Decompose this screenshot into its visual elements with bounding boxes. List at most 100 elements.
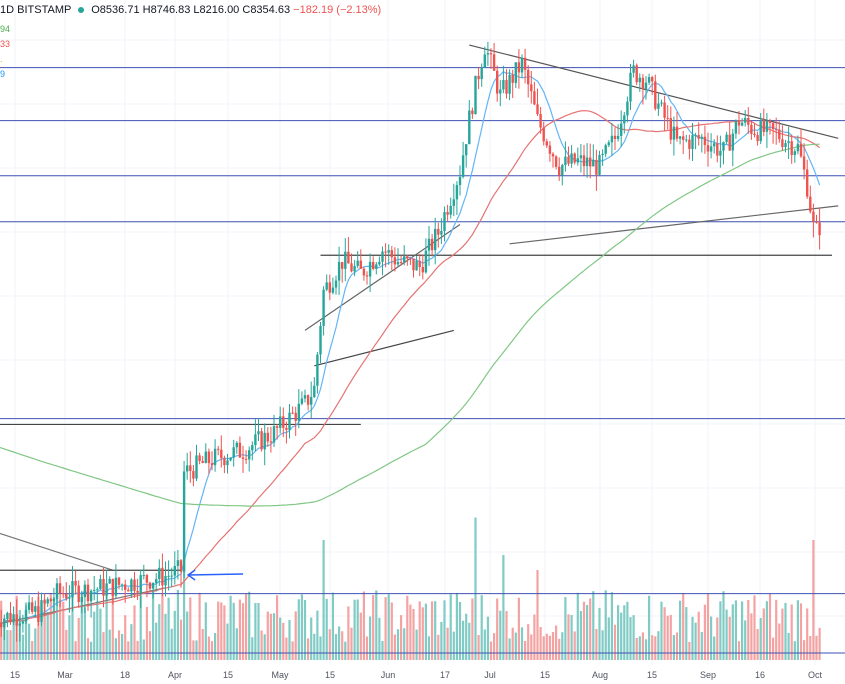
candle-body: [223, 458, 226, 466]
candle-body: [328, 282, 331, 293]
candle-body: [598, 155, 601, 175]
candle-body: [31, 602, 34, 612]
candle-body: [89, 590, 93, 602]
volume-bar: [505, 611, 508, 660]
candle-body: [660, 102, 663, 104]
candle-body: [815, 221, 818, 223]
volume-bar: [756, 629, 759, 660]
candle-body: [452, 199, 455, 206]
candle-body: [393, 257, 397, 265]
volume-bar: [12, 619, 15, 660]
volume-bar: [471, 598, 474, 660]
volume-bar: [703, 604, 706, 660]
candle-body: [117, 577, 121, 585]
candle-body: [362, 268, 366, 276]
volume-bar: [545, 633, 548, 660]
volume-bar: [279, 617, 282, 660]
volume-bar: [437, 634, 440, 660]
volume-bar: [226, 623, 229, 660]
volume-bar: [152, 590, 155, 660]
candle-body: [713, 143, 716, 147]
volume-bar: [533, 614, 536, 660]
volume-bar: [462, 620, 465, 660]
candle-body: [316, 354, 319, 386]
volume-bar: [387, 594, 390, 660]
candle-body: [492, 54, 496, 71]
ma-legend-2: 33: [0, 39, 11, 49]
volume-bar: [344, 641, 347, 660]
volume-bar: [173, 610, 176, 660]
volume-bar: [812, 540, 815, 660]
candle-body: [34, 606, 37, 612]
candle-body: [347, 251, 350, 264]
volume-bar: [167, 597, 170, 660]
candle-body: [300, 398, 304, 404]
candle-body: [325, 282, 328, 290]
volume-bar: [102, 632, 105, 660]
volume-bar: [40, 616, 43, 660]
volume-bar: [499, 610, 502, 660]
volume-bar: [728, 616, 731, 660]
volume-bar: [803, 640, 806, 660]
candle-body: [319, 325, 322, 355]
volume-bar: [434, 601, 437, 660]
candle-body: [142, 575, 145, 577]
candle-body: [158, 567, 161, 580]
volume-bar: [59, 599, 62, 660]
volume-bar: [223, 605, 226, 660]
volume-bar: [353, 599, 356, 660]
candles[interactable]: [0, 41, 821, 642]
ma-legend-4: 9: [0, 69, 6, 79]
volume-bar: [269, 613, 272, 660]
candle-body: [133, 579, 136, 591]
volume-bar: [390, 602, 393, 660]
moving-average-line: [0, 70, 821, 624]
candle-body: [279, 416, 282, 428]
volume-bar: [465, 613, 468, 660]
volume-bar: [260, 630, 263, 660]
volume-bar: [685, 607, 688, 660]
close-value: C8354.63: [242, 4, 291, 16]
volume-bar: [65, 629, 68, 660]
candle-body: [341, 262, 344, 269]
volume-bar: [527, 624, 530, 660]
volume-bar: [446, 627, 449, 660]
candle-body: [576, 158, 579, 163]
x-tick-label: 15: [223, 670, 233, 680]
candle-body: [734, 120, 738, 134]
volume-bar: [617, 605, 620, 660]
candle-body: [694, 135, 697, 137]
candle-body: [406, 256, 409, 259]
candle-body: [238, 442, 242, 458]
volume-bar: [235, 628, 238, 660]
volume-bar: [468, 622, 471, 660]
volume-bar: [127, 641, 130, 660]
x-tick-label: Oct: [808, 670, 823, 680]
candle-body: [359, 260, 362, 269]
volume-bar: [530, 634, 533, 660]
candle-body: [740, 122, 744, 126]
volume-bar: [77, 617, 80, 660]
candle-body: [527, 69, 530, 85]
volume-bar: [772, 637, 775, 660]
candle-body: [685, 139, 688, 141]
candle-body: [554, 156, 558, 167]
volume-bar: [765, 601, 768, 660]
volume-bar: [362, 591, 365, 660]
candle-body: [474, 75, 477, 115]
candle-body: [430, 238, 434, 251]
candle-body: [592, 159, 595, 167]
volume-bar: [558, 638, 561, 660]
candle-body: [365, 275, 369, 277]
volume-bar: [328, 629, 331, 660]
volume-bar: [396, 629, 400, 660]
volume-bar: [688, 641, 691, 660]
volume-bar: [508, 638, 511, 660]
candle-body: [626, 101, 629, 116]
candle-body: [297, 403, 300, 421]
volume-bar: [248, 591, 251, 660]
candle-body: [74, 580, 77, 586]
candle-body: [638, 77, 641, 83]
candle-body: [207, 451, 211, 464]
